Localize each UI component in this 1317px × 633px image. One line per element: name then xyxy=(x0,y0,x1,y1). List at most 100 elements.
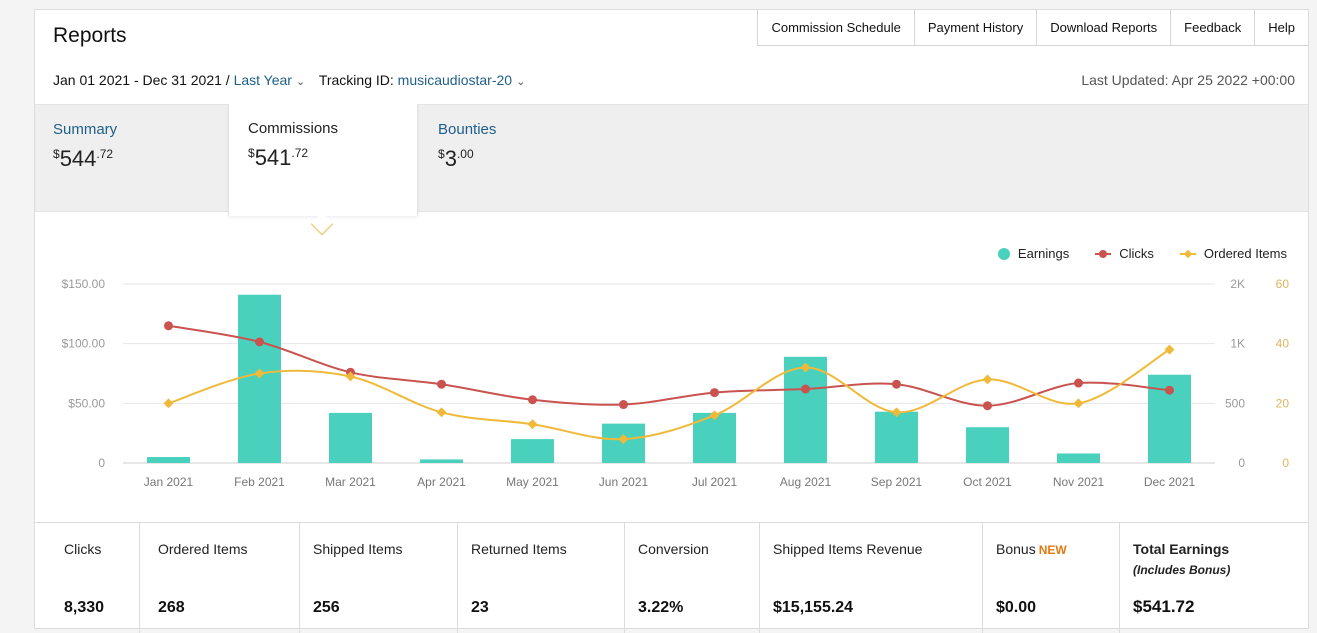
earnings-bar xyxy=(420,459,463,463)
stats-row: Clicks 8,330 Ordered Items 268 Shipped Items… xyxy=(35,522,1308,633)
y-axis-right2-tick: 40 xyxy=(1276,337,1290,351)
chart-legend: Earnings Clicks Ordered Items xyxy=(974,246,1287,261)
tab-bounties[interactable]: Bounties $3.00 xyxy=(438,105,588,213)
stat-label: Returned Items xyxy=(471,541,567,557)
clicks-point xyxy=(983,401,992,411)
clicks-point xyxy=(164,321,173,331)
period-dropdown[interactable]: Last Year xyxy=(233,72,292,88)
ordered-items-point xyxy=(1164,344,1175,355)
tab-value: $541.72 xyxy=(248,145,309,170)
tab-commissions[interactable]: Commissions $541.72 xyxy=(228,104,418,216)
tab-label: Summary xyxy=(53,121,118,138)
ordered-items-point xyxy=(345,371,356,382)
y-axis-left-tick: 0 xyxy=(98,456,105,470)
clicks-point xyxy=(801,384,810,394)
stat-value: $15,155.24 xyxy=(773,599,854,616)
tab-summary[interactable]: Summary $544.72 xyxy=(53,105,223,213)
ordered-items-point xyxy=(527,419,538,430)
chevron-down-icon[interactable]: ⌄ xyxy=(295,76,306,88)
filter-bar: Jan 01 2021 - Dec 31 2021 / Last Year ⌄ T… xyxy=(53,72,535,88)
y-axis-left-tick: $100.00 xyxy=(62,337,106,351)
stat-label: Total Earnings xyxy=(1133,541,1230,557)
stat-label: Conversion xyxy=(638,541,709,557)
earnings-bar xyxy=(875,411,918,463)
reports-panel: Reports Commission Schedule Payment Hist… xyxy=(34,9,1309,633)
stat-label: Bonus NEW xyxy=(996,541,1067,557)
x-axis-tick: May 2021 xyxy=(506,475,559,489)
stat-value: 23 xyxy=(471,599,489,616)
tab-label: Bounties xyxy=(438,121,497,138)
y-axis-right-tick: 1K xyxy=(1230,337,1245,351)
top-nav: Commission Schedule Payment History Down… xyxy=(757,10,1308,46)
stat-shipped-items-revenue: Shipped Items Revenue $15,155.24 xyxy=(760,523,983,633)
ordered-items-point xyxy=(1073,398,1084,409)
tracking-label: Tracking ID: xyxy=(318,72,394,88)
clicks-point xyxy=(437,379,446,389)
stat-label: Ordered Items xyxy=(158,541,248,557)
last-updated: Last Updated: Apr 25 2022 +00:00 xyxy=(1081,72,1295,88)
stat-returned-items: Returned Items 23 xyxy=(458,523,625,633)
clicks-point xyxy=(255,337,264,347)
stat-label: Shipped Items xyxy=(313,541,403,557)
x-axis-tick: Nov 2021 xyxy=(1053,475,1105,489)
y-axis-right2-tick: 0 xyxy=(1282,456,1289,470)
tab-value: $3.00 xyxy=(438,146,474,171)
download-reports-link[interactable]: Download Reports xyxy=(1036,10,1171,46)
commissions-chart: 0 0 0 $50.00 500 20 $100.00 1K 40 $150.00 2K 60 Jan … xyxy=(62,277,1290,489)
stat-label: Clicks xyxy=(64,541,102,557)
date-range: Jan 01 2021 - Dec 31 2021 xyxy=(53,72,222,88)
new-badge: NEW xyxy=(1038,543,1067,557)
y-axis-left-tick: $150.00 xyxy=(62,277,106,291)
legend-clicks[interactable]: Clicks xyxy=(1093,246,1154,261)
x-axis-tick: Aug 2021 xyxy=(780,475,832,489)
y-axis-right-tick: 0 xyxy=(1238,456,1245,470)
circle-icon xyxy=(997,247,1010,260)
clicks-point xyxy=(1165,385,1174,395)
ordered-items-point xyxy=(163,398,174,409)
tracking-id-dropdown[interactable]: musicaudiostar-20 xyxy=(397,72,513,88)
clicks-point xyxy=(528,395,537,405)
x-axis-tick: Jun 2021 xyxy=(599,475,649,489)
legend-ordered-items[interactable]: Ordered Items xyxy=(1178,246,1287,261)
stat-total-earnings: Total Earnings (Includes Bonus) $541.72 xyxy=(1120,523,1308,633)
chevron-down-icon[interactable]: ⌄ xyxy=(516,76,526,88)
stat-value: $541.72 xyxy=(1133,597,1195,616)
x-axis-tick: Oct 2021 xyxy=(963,475,1012,489)
stat-conversion: Conversion 3.22% xyxy=(625,523,760,633)
stat-value: 3.22% xyxy=(638,599,684,616)
commission-schedule-link[interactable]: Commission Schedule xyxy=(757,10,914,46)
x-axis-tick: Sep 2021 xyxy=(871,475,923,489)
stat-value: 268 xyxy=(158,599,185,616)
x-axis-tick: Jan 2021 xyxy=(144,475,194,489)
ordered-items-point xyxy=(891,407,902,418)
earnings-bar xyxy=(329,412,372,463)
y-axis-right2-tick: 20 xyxy=(1276,396,1290,410)
stat-label: Shipped Items Revenue xyxy=(773,541,923,557)
line-circle-icon xyxy=(1093,249,1113,259)
stat-value: $0.00 xyxy=(996,599,1037,616)
ordered-items-point xyxy=(618,434,629,445)
x-axis-tick: Mar 2021 xyxy=(325,475,376,489)
earnings-bar xyxy=(1057,453,1100,463)
clicks-point xyxy=(710,388,719,398)
ordered-items-point xyxy=(436,407,447,418)
help-link[interactable]: Help xyxy=(1254,10,1308,46)
earnings-bar xyxy=(238,294,281,463)
y-axis-left-tick: $50.00 xyxy=(68,396,105,410)
ordered-items-point xyxy=(800,362,811,373)
feedback-link[interactable]: Feedback xyxy=(1170,10,1255,46)
stat-value: 256 xyxy=(313,599,340,616)
stat-sublabel: (Includes Bonus) xyxy=(1133,563,1231,577)
legend-earnings[interactable]: Earnings xyxy=(997,246,1069,261)
stat-value: 8,330 xyxy=(64,599,105,616)
payment-history-link[interactable]: Payment History xyxy=(913,10,1037,46)
line-diamond-icon xyxy=(1178,249,1198,259)
x-axis-tick: Feb 2021 xyxy=(234,475,285,489)
tab-label: Commissions xyxy=(248,120,339,137)
earnings-bar xyxy=(511,439,554,463)
clicks-point xyxy=(892,379,901,389)
x-axis-tick: Apr 2021 xyxy=(417,475,466,489)
y-axis-right-tick: 500 xyxy=(1225,396,1245,410)
page-title: Reports xyxy=(53,24,127,47)
stat-ordered-items: Ordered Items 268 xyxy=(140,523,300,633)
